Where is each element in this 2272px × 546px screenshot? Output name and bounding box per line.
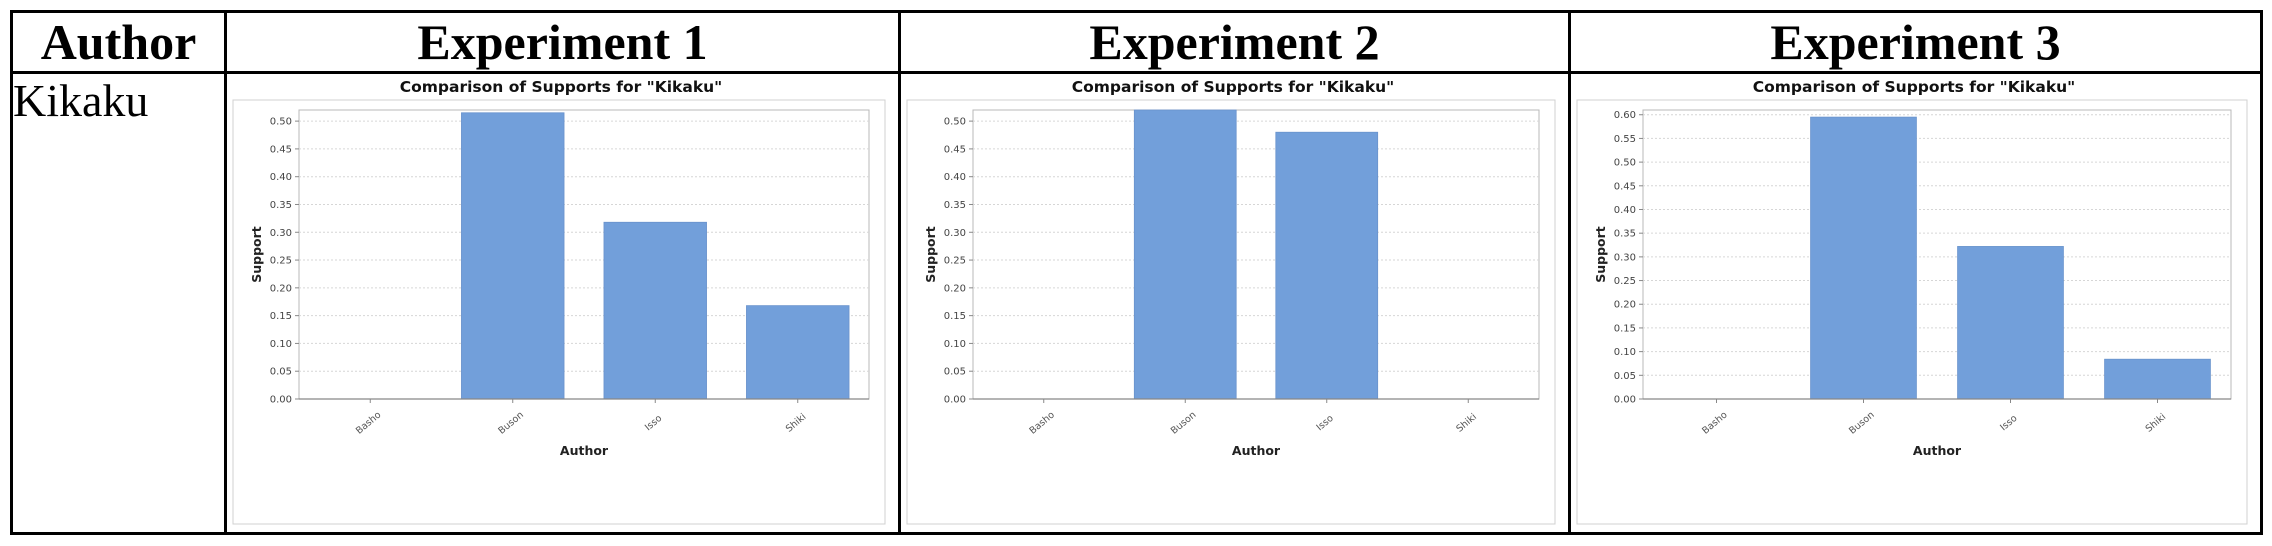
x-axis-label: Author xyxy=(1232,443,1281,458)
plot-area xyxy=(1642,109,2232,400)
y-tick-label: 0.45 xyxy=(1614,181,1636,192)
experiment-2-cell: Comparison of Supports for "Kikaku" 0.00 0… xyxy=(898,71,1571,535)
y-tick-label: 0.05 xyxy=(1614,371,1636,382)
x-axis-label: Author xyxy=(560,443,609,458)
y-tick-label: 0.45 xyxy=(944,144,966,155)
chart-frame xyxy=(232,99,886,525)
chart-frame xyxy=(1576,99,2248,525)
x-tick-label: Basho xyxy=(1027,409,1057,436)
y-tick-label: 0.55 xyxy=(1614,134,1636,145)
y-tick-label: 0.20 xyxy=(270,283,292,294)
y-tick-label: 0.10 xyxy=(270,339,292,350)
bar-shiki xyxy=(2104,358,2211,400)
bar-shiki xyxy=(746,305,850,400)
y-tick-label: 0.05 xyxy=(270,367,292,378)
y-axis-label: Support xyxy=(923,226,938,283)
y-tick-label: 0.15 xyxy=(270,311,292,322)
bar-buson xyxy=(461,112,565,400)
y-tick-label: 0.10 xyxy=(1614,347,1636,358)
chart-experiment-2: Comparison of Supports for "Kikaku" 0.00 0… xyxy=(906,78,1556,525)
chart-title: Comparison of Supports for "Kikaku" xyxy=(400,78,723,96)
y-tick-label: 0.00 xyxy=(270,395,292,406)
y-tick-label: 0.50 xyxy=(1614,158,1636,169)
y-tick-label: 0.00 xyxy=(1614,395,1636,406)
plot-area xyxy=(972,109,1540,400)
results-table: Author Experiment 1 Experiment 2 Experim… xyxy=(10,10,2263,535)
author-name: Kikaku xyxy=(10,71,227,535)
chart-title: Comparison of Supports for "Kikaku" xyxy=(1072,78,1395,96)
y-tick-label: 0.00 xyxy=(944,395,966,406)
bar-buson xyxy=(1133,109,1237,400)
x-tick-label: Shiki xyxy=(784,412,809,435)
y-tick-label: 0.40 xyxy=(1614,205,1636,216)
bar-buson xyxy=(1810,116,1917,400)
x-tick-label: Shiki xyxy=(2144,412,2169,435)
y-tick-label: 0.40 xyxy=(270,172,292,183)
x-tick-label: Isso xyxy=(1315,413,1336,433)
chart-experiment-1: Comparison of Supports for "Kikaku" 0.00 0… xyxy=(232,78,886,525)
y-tick-label: 0.35 xyxy=(270,200,292,211)
x-tick-label: Buson xyxy=(496,409,526,436)
y-tick-label: 0.05 xyxy=(944,367,966,378)
data-row: Kikaku Comparison of Supports for "Kikak… xyxy=(10,71,2263,535)
x-axis-label: Author xyxy=(1913,443,1962,458)
x-tick-label: Shiki xyxy=(1454,412,1479,435)
x-tick-label: Basho xyxy=(354,409,384,436)
y-tick-label: 0.35 xyxy=(1614,229,1636,240)
chart-experiment-3: Comparison of Supports for "Kikaku" 0.00 0… xyxy=(1576,78,2248,525)
y-tick-label: 0.50 xyxy=(944,117,966,128)
x-tick-label: Buson xyxy=(1847,409,1877,436)
bar-isso xyxy=(603,221,707,400)
bar-isso xyxy=(1957,246,2064,400)
header-experiment-2: Experiment 2 xyxy=(898,10,1571,74)
y-tick-label: 0.35 xyxy=(944,200,966,211)
chart-title: Comparison of Supports for "Kikaku" xyxy=(1753,78,2076,96)
y-tick-label: 0.20 xyxy=(944,283,966,294)
y-axis-label: Support xyxy=(1593,226,1608,283)
y-tick-label: 0.10 xyxy=(944,339,966,350)
y-axis-label: Support xyxy=(249,226,264,283)
experiment-3-cell: Comparison of Supports for "Kikaku" 0.00 0… xyxy=(1568,71,2263,535)
bar-isso xyxy=(1275,131,1379,400)
y-tick-label: 0.25 xyxy=(1614,276,1636,287)
y-tick-label: 0.25 xyxy=(944,256,966,267)
y-tick-label: 0.15 xyxy=(944,311,966,322)
chart-frame xyxy=(906,99,1556,525)
y-tick-label: 0.30 xyxy=(270,228,292,239)
y-tick-label: 0.30 xyxy=(944,228,966,239)
x-tick-label: Isso xyxy=(1998,413,2019,433)
y-tick-label: 0.60 xyxy=(1614,110,1636,121)
header-author: Author xyxy=(10,10,227,74)
header-row: Author Experiment 1 Experiment 2 Experim… xyxy=(10,10,2263,74)
y-tick-label: 0.50 xyxy=(270,117,292,128)
x-tick-label: Basho xyxy=(1700,409,1730,436)
x-tick-label: Buson xyxy=(1169,409,1199,436)
x-tick-label: Isso xyxy=(643,413,664,433)
header-experiment-3: Experiment 3 xyxy=(1568,10,2263,74)
header-experiment-1: Experiment 1 xyxy=(224,10,901,74)
y-tick-label: 0.45 xyxy=(270,144,292,155)
y-tick-label: 0.25 xyxy=(270,256,292,267)
y-tick-label: 0.40 xyxy=(944,172,966,183)
y-tick-label: 0.20 xyxy=(1614,300,1636,311)
experiment-1-cell: Comparison of Supports for "Kikaku" 0.00 0… xyxy=(224,71,901,535)
y-tick-label: 0.15 xyxy=(1614,323,1636,334)
y-tick-label: 0.30 xyxy=(1614,252,1636,263)
